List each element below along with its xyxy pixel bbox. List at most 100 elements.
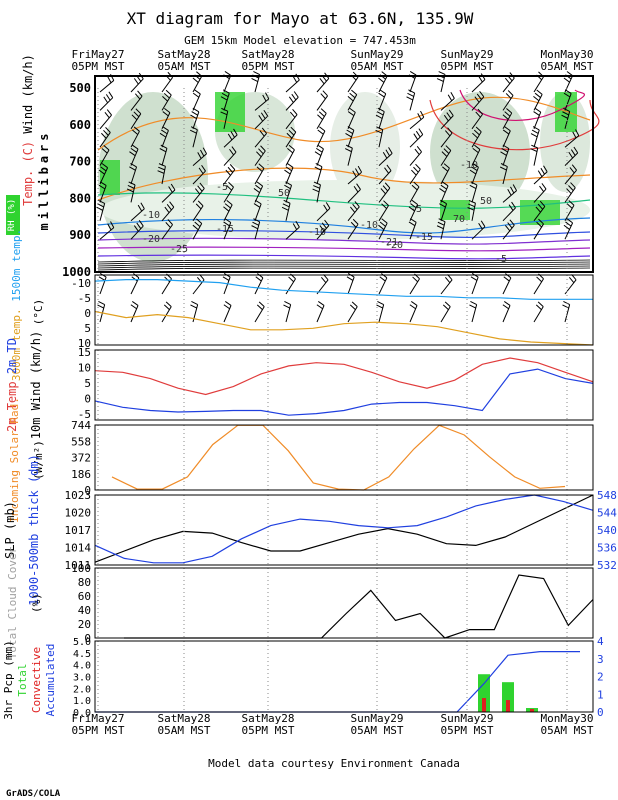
series-line bbox=[94, 279, 593, 300]
wind-barb bbox=[409, 116, 425, 130]
wind-barb-flag bbox=[437, 221, 445, 226]
contour-label: -10 bbox=[308, 227, 326, 238]
wind-barb bbox=[254, 203, 262, 221]
wind-barb-flag bbox=[292, 76, 298, 83]
series-line bbox=[94, 368, 594, 416]
y-axis-label: 3000m temp. 1500m temp. bbox=[10, 229, 23, 381]
wind-barb bbox=[347, 189, 361, 203]
wind-barb-flag bbox=[281, 206, 289, 211]
y-tick-label: 0 bbox=[84, 484, 91, 497]
wind-barb bbox=[285, 149, 295, 166]
wind-barb-flag bbox=[292, 108, 298, 115]
time-tick-day: SatMay28 bbox=[242, 48, 295, 61]
wind-barb-flag bbox=[96, 206, 104, 211]
surface-line bbox=[97, 267, 591, 271]
y-tick-right: 536 bbox=[597, 542, 617, 555]
wind-barb bbox=[192, 129, 198, 148]
y-axis-label: 1000-500mb thick (dm) bbox=[27, 454, 41, 606]
wind-barb-flag bbox=[283, 304, 290, 309]
y-tick-label: 1017 bbox=[65, 524, 92, 537]
wind-barb-flag bbox=[130, 304, 137, 310]
wind-barb-flag bbox=[292, 223, 298, 230]
wind-barb bbox=[347, 306, 358, 323]
contour-label: -15 bbox=[216, 224, 234, 235]
wind-barb-flag bbox=[315, 162, 323, 168]
wind-barb bbox=[99, 132, 111, 148]
wind-barb-flag bbox=[127, 184, 135, 189]
time-tick-day: MonMay30 bbox=[541, 712, 594, 725]
wind-barb-flag bbox=[440, 184, 447, 190]
wind-barb-flag bbox=[438, 218, 446, 223]
wind-barb-flag bbox=[285, 181, 292, 186]
wind-barb-flag bbox=[261, 127, 267, 134]
contour-label: 50 bbox=[278, 188, 290, 199]
wind-barb bbox=[223, 222, 232, 240]
wind-barb bbox=[440, 279, 453, 295]
wind-barb-flag bbox=[133, 273, 140, 279]
wind-barb-flag bbox=[384, 167, 390, 174]
wind-barb-flag bbox=[321, 222, 327, 229]
wind-barb-flag bbox=[444, 130, 451, 137]
wind-barb bbox=[440, 115, 454, 130]
wind-barb-flag bbox=[566, 188, 572, 194]
wind-barb-flag bbox=[442, 304, 449, 311]
wind-barb bbox=[223, 93, 230, 111]
wind-barb bbox=[130, 166, 138, 185]
wind-barb-flag bbox=[289, 111, 296, 118]
wind-barb bbox=[533, 76, 544, 93]
wind-barb bbox=[130, 131, 140, 148]
wind-barb-flag bbox=[447, 127, 453, 134]
wind-barb-flag bbox=[138, 220, 144, 227]
y-axis-label-part: 2m TD bbox=[5, 338, 19, 381]
contour-label: -5 bbox=[495, 254, 507, 265]
y-tick-label: 0 bbox=[84, 307, 91, 320]
wind-barb-flag bbox=[472, 132, 478, 139]
wind-barb-flag bbox=[192, 92, 200, 98]
wind-barb bbox=[223, 204, 233, 222]
y-axis-label: SLP (mb) bbox=[3, 501, 17, 559]
contour-label: -5 bbox=[410, 204, 422, 215]
wind-barb bbox=[378, 205, 389, 222]
wind-barb-flag bbox=[103, 144, 110, 151]
wind-barb-flag bbox=[228, 181, 234, 188]
wind-barb-flag bbox=[199, 182, 205, 189]
wind-barb-flag bbox=[129, 166, 136, 171]
wind-barb-flag bbox=[284, 169, 291, 175]
y-axis-label: Convective bbox=[30, 647, 43, 713]
wind-barb-flag bbox=[504, 111, 511, 117]
wind-barb bbox=[440, 74, 446, 93]
wind-barb-flag bbox=[265, 92, 270, 100]
wind-barb-flag bbox=[511, 201, 516, 209]
y-tick-right: 1 bbox=[597, 688, 604, 701]
panel-frame bbox=[94, 640, 594, 713]
wind-barb bbox=[161, 278, 172, 295]
wind-barb-flag bbox=[357, 165, 363, 173]
wind-barb bbox=[533, 147, 539, 166]
wind-barb-flag bbox=[347, 111, 355, 117]
wind-barb bbox=[440, 97, 455, 111]
wind-barb-flag bbox=[313, 185, 320, 189]
wind-barb bbox=[471, 167, 479, 185]
contour-label: 50 bbox=[480, 196, 492, 207]
y-tick-label: 0.0 bbox=[73, 708, 91, 719]
wind-barb-flag bbox=[190, 304, 197, 309]
wind-barb bbox=[130, 113, 142, 130]
wind-barb-flag bbox=[192, 77, 199, 83]
wind-barb bbox=[378, 170, 392, 185]
wind-barb bbox=[378, 93, 387, 111]
y-axis-label-part: Total bbox=[16, 663, 29, 696]
wind-barb-flag bbox=[346, 129, 353, 135]
y-axis-label-part: Temp. (C) bbox=[21, 141, 35, 206]
wind-barb-flag bbox=[233, 128, 238, 136]
surface-line bbox=[97, 265, 591, 269]
wind-barb-flag bbox=[408, 89, 415, 94]
wind-barb-flag bbox=[474, 144, 481, 150]
y-tick-label: 372 bbox=[71, 452, 91, 465]
wind-barb-flag bbox=[508, 204, 514, 211]
wind-barb-flag bbox=[539, 185, 545, 192]
wind-barb-flag bbox=[169, 201, 175, 208]
wind-barb bbox=[285, 114, 298, 130]
wind-barb bbox=[223, 75, 232, 93]
y-tick-right: 3 bbox=[597, 653, 604, 666]
